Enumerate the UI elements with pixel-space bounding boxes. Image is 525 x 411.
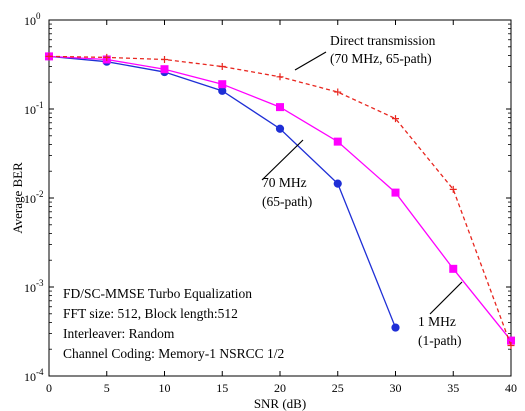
x-tick-label: 0 [46,381,52,395]
annotation-1mhz-line1: 1 MHz [418,314,456,329]
series-2-point [276,73,284,81]
x-tick-label: 10 [159,381,171,395]
y-tick-label: 100 [24,11,41,28]
info-line-3: Interleaver: Random [63,326,175,341]
pointer-70mhz [261,139,304,181]
x-tick-label: 5 [104,381,110,395]
x-axis-label: SNR (dB) [254,396,306,411]
series-0-point [391,323,400,332]
x-tick-label: 20 [274,381,286,395]
series-2-point [161,55,168,63]
series-0-point [218,86,227,95]
series-2-point [507,342,515,350]
y-tick-label: 10-1 [24,100,44,117]
pointer-1mhz [429,281,463,315]
series-1-point [218,80,227,89]
annotation-70mhz-line2: (65-path) [262,194,312,209]
axes: 0 5 10 15 20 25 30 35 40 10-4 10-3 10-2 10-1 100 SNR (… [10,11,517,411]
series-2-point [392,115,399,123]
annotation-70mhz-line1: 70 MHz [262,175,307,190]
series-1-point [333,137,342,146]
x-tick-label: 35 [447,381,459,395]
annotation-layer: Direct transmission (70 MHz, 65-path) 70… [63,33,463,361]
series-0-point [333,179,342,188]
series-0-point [275,124,285,133]
y-tick-label: 10-4 [24,367,44,384]
annotation-1mhz-line2: (1-path) [418,333,461,348]
series-2-point [218,63,226,71]
y-axis-label: Average BER [10,162,25,234]
info-line-4: Channel Coding: Memory-1 NSRCC 1/2 [63,346,284,361]
annotation-direct-line1: Direct transmission [330,33,436,48]
series-1-point [391,188,400,197]
info-line-2: FFT size: 512, Block length:512 [63,306,238,321]
series-2-point [103,53,111,61]
pointer-direct [294,51,327,71]
info-line-1: FD/SC-MMSE Turbo Equalization [63,286,252,301]
series-1-point [160,65,169,74]
y-tick-label: 10-3 [24,278,44,295]
series-1-point [449,264,458,273]
x-tick-label: 40 [505,381,517,395]
series-layer [44,52,515,350]
y-tick-label: 10-2 [24,189,44,206]
x-tick-label: 25 [332,381,344,395]
series-2-point [45,52,53,60]
x-tick-label: 15 [216,381,228,395]
series-2-point [449,185,457,193]
x-tick-label: 30 [390,381,402,395]
series-1-point [276,103,284,112]
series-2-point [334,88,342,96]
annotation-direct-line2: (70 MHz, 65-path) [330,51,432,66]
